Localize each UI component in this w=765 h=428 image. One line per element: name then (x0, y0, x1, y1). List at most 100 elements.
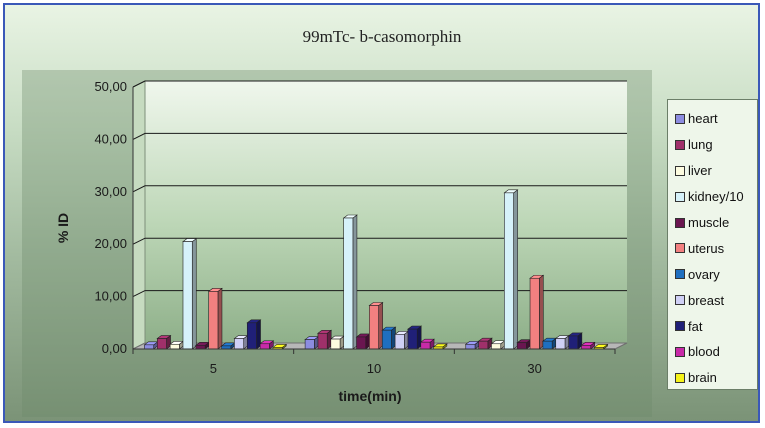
bar-blood (580, 341, 596, 350)
bar-front (420, 341, 431, 350)
legend-label: heart (688, 111, 718, 127)
y-tick-label: 40,00 (94, 131, 127, 146)
bar-uterus (529, 274, 545, 350)
legend-label: brain (688, 370, 717, 386)
bar-front (491, 343, 502, 350)
bar-front (381, 329, 392, 350)
bar-front (369, 305, 379, 350)
y-tick-label: 20,00 (94, 236, 127, 251)
legend-item: ovary (668, 261, 757, 287)
gridline (132, 290, 627, 298)
bar-side (191, 237, 197, 350)
legend-swatch (675, 269, 685, 280)
legend-swatch (675, 372, 685, 383)
legend-label: blood (688, 344, 720, 360)
plot-side-wall (132, 80, 146, 350)
bar-front (156, 338, 167, 350)
chart-title: 99mTc- b-casomorphin (303, 27, 462, 46)
bar-heart (304, 335, 320, 350)
bar-front (529, 277, 540, 350)
legend-item: fat (668, 313, 757, 339)
bar-breast (394, 330, 410, 350)
y-axis-title: % ID (55, 213, 71, 243)
bar-front (555, 338, 566, 350)
gridline (132, 237, 627, 245)
bar-heart (464, 340, 480, 350)
bar-side (352, 214, 358, 350)
bar-front (169, 343, 180, 350)
bar-front (234, 338, 244, 350)
bar-front (465, 343, 476, 350)
bar-front (516, 342, 527, 350)
bar-front (394, 334, 405, 350)
bar-front (317, 332, 328, 350)
legend-swatch (675, 165, 685, 176)
legend-swatch (675, 217, 685, 228)
bar-muscle (355, 333, 371, 350)
bar-liver (490, 340, 506, 350)
bar-front (246, 322, 257, 350)
legend-swatch (675, 295, 685, 306)
bar-front (304, 339, 315, 350)
bar-liver (329, 335, 345, 350)
bar-front (259, 343, 270, 350)
legend-label: ovary (688, 266, 720, 282)
bar-uterus (207, 287, 223, 350)
bar-fat (567, 332, 583, 350)
legend-swatch (675, 243, 685, 254)
bar-front (330, 338, 341, 350)
bar-lung (477, 337, 493, 350)
legend-item: uterus (668, 235, 757, 261)
bar-liver (169, 340, 185, 350)
bar-front (542, 340, 553, 350)
bar-blood (259, 340, 275, 350)
legend-label: fat (688, 318, 703, 334)
legend-item: kidney/10 (668, 184, 757, 210)
legend-label: breast (688, 292, 725, 308)
bar-front (144, 344, 154, 350)
bar-front (356, 336, 367, 350)
gridline (132, 80, 627, 88)
gridline (132, 185, 627, 193)
bar-fat (407, 325, 423, 350)
x-tick-label: 30 (527, 361, 541, 376)
x-axis-title: time(min) (339, 388, 402, 404)
legend-label: uterus (688, 240, 725, 256)
legend-item: heart (668, 106, 757, 132)
x-tick-label: 10 (367, 361, 381, 376)
bar-front (208, 291, 219, 350)
legend-swatch (675, 191, 685, 202)
bar-front (504, 192, 514, 350)
legend-item: blood (668, 339, 757, 365)
bar-breast (554, 334, 570, 350)
bar-lung (156, 334, 172, 350)
y-tick-label: 30,00 (94, 184, 127, 199)
legend-item: brain (668, 365, 757, 391)
legend-swatch (675, 139, 685, 150)
x-tick-label: 5 (210, 361, 217, 376)
bar-muscle (516, 339, 532, 350)
bar-front (182, 241, 193, 350)
bar-front (581, 345, 592, 350)
legend-label: muscle (688, 215, 730, 230)
bar-ovary (220, 342, 236, 350)
bar-kidney-10 (182, 237, 198, 350)
bar-kidney-10 (342, 214, 358, 350)
y-tick-label: 50,00 (94, 79, 127, 94)
legend-item: breast (668, 287, 757, 313)
bar-front (343, 217, 354, 350)
bar-ovary (541, 337, 558, 350)
legend-label: lung (688, 137, 713, 153)
legend: heart lung liver kidney/10 muscle uterus ovary… (667, 99, 758, 390)
bar-brain (593, 343, 609, 350)
bar-side (538, 274, 544, 350)
bar-side (513, 189, 518, 350)
y-tick-label: 0,00 (102, 341, 127, 356)
legend-swatch (675, 346, 685, 357)
bar-side (217, 287, 223, 350)
bar-front (478, 340, 489, 350)
legend-item: lung (668, 132, 757, 158)
bar-front (568, 335, 579, 350)
legend-label: liver (688, 163, 712, 179)
